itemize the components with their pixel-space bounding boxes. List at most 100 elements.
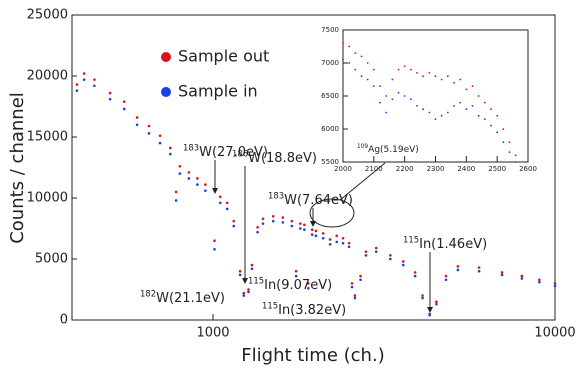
data-point (238, 273, 242, 277)
data-point (347, 241, 351, 245)
x-tick-label: 1000 (196, 326, 229, 341)
data-point (147, 132, 151, 135)
data-point (401, 263, 405, 267)
data-point (178, 164, 182, 168)
annotation-sup: 183 (268, 190, 284, 200)
annotation: 109Ag(5.19eV) (357, 143, 419, 154)
annotation-sup: 186 (232, 148, 248, 158)
data-point (502, 141, 505, 144)
data-point (435, 300, 438, 304)
data-point (348, 45, 351, 48)
data-point (385, 111, 388, 114)
data-point (158, 134, 162, 138)
y-tick-label: 6000 (321, 125, 339, 133)
data-point (247, 290, 250, 294)
data-point (413, 274, 417, 278)
data-point (328, 238, 332, 241)
y-tick-label: 6500 (321, 92, 339, 100)
data-point (238, 269, 242, 273)
legend-marker (161, 52, 171, 62)
data-point (242, 294, 246, 297)
data-point (359, 274, 362, 278)
data-point (310, 233, 314, 236)
data-point (483, 118, 486, 120)
data-point (389, 254, 392, 257)
data-point (93, 78, 96, 81)
data-point (347, 245, 351, 249)
data-point (342, 42, 344, 45)
data-point (328, 243, 332, 246)
legend-label: Sample in (178, 82, 258, 101)
x-tick-label: 2500 (488, 165, 506, 173)
y-tick-label: 7500 (321, 26, 339, 34)
data-point (379, 85, 381, 87)
data-point (477, 114, 480, 117)
data-point (391, 78, 394, 81)
data-point (261, 217, 265, 221)
data-point (168, 146, 172, 150)
data-point (359, 278, 362, 282)
data-point (435, 302, 438, 306)
data-point (500, 273, 504, 277)
data-point (360, 55, 363, 58)
data-point (341, 236, 345, 240)
data-point (307, 286, 310, 290)
annotation: 115In(9.07eV) (248, 275, 332, 293)
data-point (446, 75, 449, 78)
data-point (403, 65, 406, 68)
data-point (196, 183, 199, 186)
data-point (477, 266, 481, 269)
data-point (374, 250, 378, 253)
data-point (374, 246, 378, 250)
data-point (490, 124, 492, 127)
data-point (520, 274, 524, 278)
data-point (178, 172, 182, 175)
data-point (108, 97, 112, 101)
x-tick-label: 2600 (519, 165, 537, 173)
data-point (421, 296, 424, 300)
data-point (366, 62, 369, 64)
data-point (174, 199, 178, 202)
data-point (261, 222, 265, 225)
data-point (465, 88, 468, 91)
data-point (553, 282, 557, 285)
data-point (456, 268, 460, 272)
x-tick-label: 2200 (396, 165, 414, 173)
data-point (459, 78, 462, 81)
y-tick-label: 0 (60, 313, 68, 328)
data-point (294, 274, 298, 278)
y-tick-label: 20000 (27, 69, 68, 84)
x-axis-label: Flight time (ch.) (241, 345, 384, 366)
annotation-text: W(7.64eV) (284, 193, 353, 208)
data-point (413, 271, 417, 274)
data-point (281, 221, 285, 224)
annotation: 182W(21.1eV) (140, 288, 225, 306)
data-point (354, 68, 357, 71)
legend-label: Sample out (178, 47, 269, 66)
y-tick-label: 15000 (27, 130, 68, 145)
data-point (310, 228, 314, 232)
data-point (299, 227, 302, 230)
y-axis-label: Counts / channel (7, 92, 28, 244)
data-point (232, 224, 236, 228)
annotation-sup: 182 (140, 288, 156, 298)
data-point (350, 285, 354, 289)
annotation: 183W(7.64eV) (268, 190, 353, 208)
data-point (213, 239, 216, 242)
data-point (342, 58, 344, 61)
highlight-ellipse (309, 198, 355, 228)
data-point (428, 111, 431, 114)
data-point (271, 219, 275, 223)
data-point (416, 105, 418, 107)
data-point (225, 201, 229, 205)
data-point (514, 161, 517, 163)
data-point (75, 89, 79, 92)
data-point (204, 189, 207, 192)
data-point (444, 274, 448, 278)
data-point (520, 277, 524, 280)
data-point (75, 83, 79, 86)
annotation-text: In(1.46eV) (419, 237, 487, 252)
data-point (401, 260, 405, 263)
data-point (446, 111, 449, 114)
